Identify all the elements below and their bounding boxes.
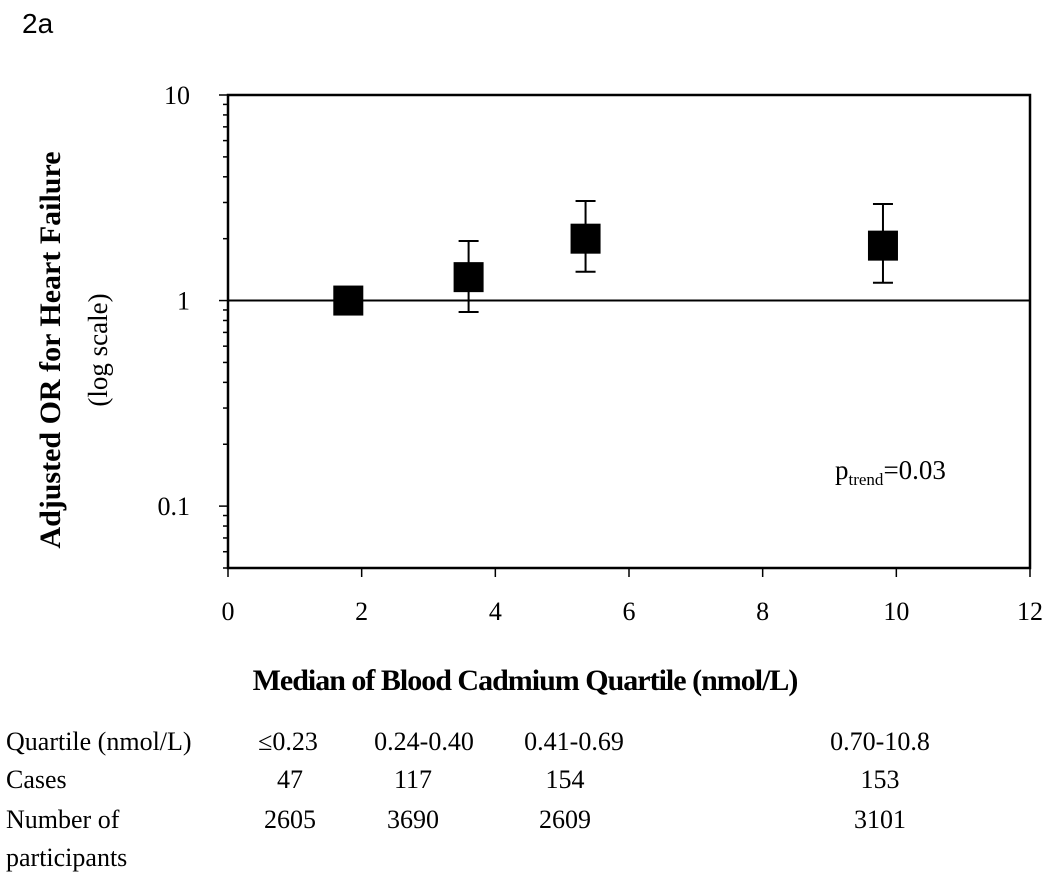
x-tick-label: 8: [756, 597, 769, 626]
y-tick-labels: 10 1 0.1: [158, 81, 191, 521]
x-axis-title: Median of Blood Cadmium Quartile (nmol/L…: [252, 664, 799, 697]
axis-ticks: [219, 94, 1031, 577]
participants-4: 3101: [854, 805, 906, 834]
p-trend-annotation: ptrend=0.03: [835, 455, 946, 489]
data-point-1: [333, 285, 364, 316]
row-label-cases: Cases: [6, 765, 67, 794]
x-tick-labels: 0 2 4 6 8 10 12: [222, 597, 1044, 626]
quartile-1: ≤0.23: [258, 727, 318, 756]
x-tick-label: 2: [355, 597, 368, 626]
table-row-participants-cont: participants: [0, 843, 1050, 879]
table-row-cases: Cases 47 117 154 153: [0, 765, 1050, 801]
row-label-participants-2: participants: [6, 843, 128, 872]
cases-4: 153: [860, 765, 900, 794]
x-tick-label: 10: [883, 597, 909, 626]
cases-2: 117: [393, 765, 433, 794]
y-tick-label: 1: [177, 287, 190, 316]
table-row-quartile: Quartile (nmol/L) ≤0.23 0.24-0.40 0.41-0…: [0, 727, 1050, 763]
p-trend-main: p: [835, 455, 849, 485]
row-label-quartile: Quartile (nmol/L): [6, 727, 192, 756]
participants-2: 3690: [387, 805, 439, 834]
participants-3: 2609: [539, 805, 591, 834]
y-axis-title: Adjusted OR for Heart Failure: [34, 151, 67, 548]
cases-3: 154: [545, 765, 585, 794]
data-markers: [333, 223, 898, 316]
quartile-3: 0.41-0.69: [524, 727, 624, 756]
quartile-2: 0.24-0.40: [374, 727, 474, 756]
p-trend-subscript: trend: [849, 470, 884, 489]
x-tick-label: 12: [1017, 597, 1043, 626]
y-axis-subtitle: (log scale): [83, 293, 113, 406]
x-tick-label: 4: [489, 597, 502, 626]
quartile-4: 0.70-10.8: [830, 727, 930, 756]
participants-1: 2605: [264, 805, 316, 834]
p-trend-value: =0.03: [883, 455, 945, 485]
data-point-4: [867, 230, 898, 261]
panel-label: 2a: [22, 8, 54, 39]
y-tick-label: 0.1: [158, 492, 191, 521]
data-point-3: [570, 223, 601, 254]
y-tick-label: 10: [164, 81, 190, 110]
cases-1: 47: [277, 765, 303, 794]
row-label-participants-1: Number of: [6, 805, 120, 834]
error-bars: [458, 200, 893, 313]
chart: 0 2 4 6 8 10 12 10 1 0.1 Adjusted OR for Heart F…: [34, 81, 1044, 626]
table-row-participants: Number of 2605 3690 2609 3101: [0, 805, 1050, 841]
x-tick-label: 0: [222, 597, 235, 626]
plot-frame: [226, 93, 1032, 570]
data-point-2: [453, 262, 484, 293]
x-tick-label: 6: [623, 597, 636, 626]
